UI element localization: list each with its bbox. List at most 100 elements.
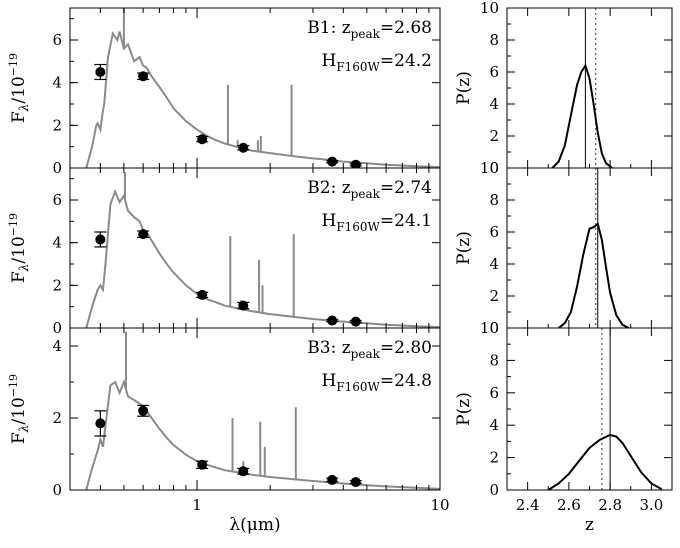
zpeak-equals: =	[380, 338, 394, 358]
plot-area	[547, 328, 663, 490]
panel-b3-pz: 0 2 4 6 8 10 2.4 2.6 2.8 3.0 P(z) z	[454, 319, 673, 535]
panel-frame	[69, 327, 441, 491]
hmag-value: 24.8	[394, 371, 432, 391]
panel-annotation-hmag: HF160W=24.1	[321, 211, 432, 234]
source-label: B1	[307, 18, 330, 38]
y-tick-label: 10	[480, 159, 499, 177]
y-tick-label: 10	[480, 319, 499, 337]
photometry-point	[95, 234, 106, 245]
photometry-point	[138, 71, 149, 82]
y-tick-label: 0	[52, 481, 62, 499]
zpeak-value: 2.68	[394, 18, 432, 38]
photometry-point	[95, 67, 106, 77]
photometry-point	[327, 474, 338, 485]
y-tick-label: 2	[489, 449, 499, 467]
zpeak-prefix: : z	[331, 18, 351, 38]
x-tick-label: 2.6	[557, 496, 581, 514]
y-tick-label: 0	[52, 319, 62, 337]
zpeak-value: 2.80	[394, 338, 432, 358]
photometry-point	[138, 405, 149, 416]
panel-annotation-zpeak: B3: zpeak=2.80	[307, 338, 432, 361]
photometry-point	[138, 229, 149, 240]
y-tick-label: 6	[489, 63, 499, 81]
photometry-point	[197, 459, 208, 470]
y-tick-label: 0	[489, 319, 499, 337]
y-tick-label: 8	[489, 351, 499, 369]
hmag-prefix: H	[321, 51, 336, 71]
y-axis-label: Fλ/10−19	[7, 53, 31, 123]
photometry-point	[238, 142, 249, 153]
hmag-subscript: F160W	[336, 60, 380, 74]
x-tick-label: 10	[430, 496, 449, 514]
hmag-value: 24.2	[394, 51, 432, 71]
hmag-subscript: F160W	[336, 380, 380, 394]
hmag-prefix: H	[321, 211, 336, 231]
photometry-point	[327, 315, 338, 326]
y-tick-label: 6	[52, 191, 62, 209]
y-axis-label: P(z)	[454, 392, 474, 426]
y-axis-label-rest: /10	[9, 76, 29, 103]
y-axis-label-main: F	[9, 271, 29, 283]
plot-area	[85, 172, 440, 328]
hmag-subscript: F160W	[336, 220, 380, 234]
zpeak-equals: =	[380, 178, 394, 198]
source-label: B3	[307, 338, 330, 358]
y-tick-label: 4	[489, 95, 499, 113]
y-tick-label: 8	[489, 191, 499, 209]
x-tick-label: 2.4	[516, 496, 540, 514]
y-axis-label-main: F	[9, 432, 29, 444]
photometry-point	[197, 134, 208, 145]
y-tick-label: 4	[489, 416, 499, 434]
y-axis-label-sup: −19	[7, 53, 20, 76]
photometry-point	[238, 466, 249, 477]
zpeak-prefix: : z	[331, 338, 351, 358]
x-axis-label-wavelength: λ(μm)	[229, 515, 280, 535]
y-axis-label: P(z)	[454, 231, 474, 265]
x-tick-label: 2.8	[598, 496, 622, 514]
y-axis-label-sup: −19	[7, 374, 20, 397]
panel-frame	[506, 167, 673, 329]
photometry-point	[350, 159, 361, 168]
y-tick-label: 4	[52, 74, 62, 92]
y-axis-label-sub: λ	[17, 104, 31, 113]
x-tick-label: 1	[192, 496, 202, 514]
plot-area	[551, 8, 613, 168]
photometry-point	[238, 300, 249, 311]
photometry-point	[197, 289, 208, 300]
y-tick-label: 6	[52, 31, 62, 49]
plot-area	[85, 331, 440, 490]
y-axis-label-rest: /10	[9, 236, 29, 263]
zpeak-equals: =	[380, 18, 394, 38]
model-sed-line	[85, 188, 440, 328]
pz-curve	[557, 222, 630, 328]
y-axis-label-sub: λ	[17, 425, 31, 434]
model-sed-line	[85, 31, 440, 168]
photometry-point	[350, 316, 361, 327]
y-tick-label: 2	[489, 127, 499, 145]
y-axis-label: P(z)	[454, 71, 474, 105]
y-tick-label: 2	[52, 276, 62, 294]
y-tick-label: 2	[52, 116, 62, 134]
panel-frame	[506, 7, 673, 169]
y-axis-label: Fλ/10−19	[7, 374, 31, 444]
hmag-equals: =	[380, 51, 394, 71]
y-tick-label: 2	[489, 287, 499, 305]
y-tick-label: 10	[480, 0, 499, 17]
y-axis-label-sub: λ	[17, 264, 31, 273]
hmag-equals: =	[380, 211, 394, 231]
model-sed-line	[85, 378, 440, 490]
y-tick-label: 4	[489, 255, 499, 273]
y-tick-label: 6	[489, 223, 499, 241]
photometry-point	[327, 156, 338, 167]
y-tick-label: 2	[52, 409, 62, 427]
zpeak-subscript: peak	[351, 187, 381, 201]
zpeak-value: 2.74	[394, 178, 432, 198]
panel-annotation-zpeak: B1: zpeak=2.68	[307, 18, 432, 41]
y-axis-label: Fλ/10−19	[7, 213, 31, 283]
plot-area	[85, 8, 440, 168]
pz-curve	[551, 63, 613, 168]
